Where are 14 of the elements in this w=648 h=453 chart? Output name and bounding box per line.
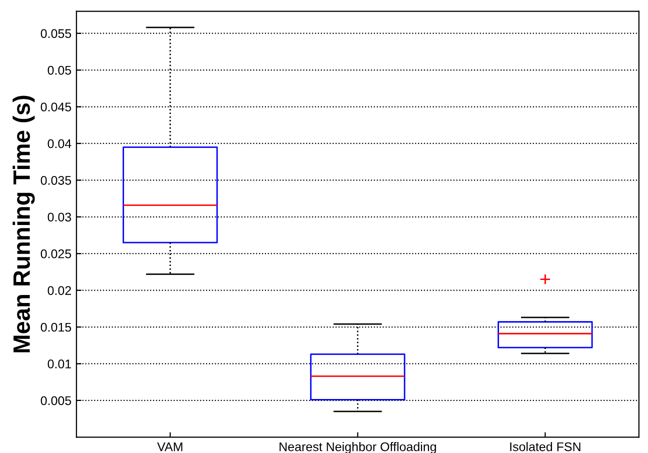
y-tick-label: 0.01 xyxy=(48,360,71,368)
y-tick-label: 0.055 xyxy=(40,29,72,38)
y-tick-label: 0.045 xyxy=(40,102,72,112)
x-tick-label: Isolated FSN xyxy=(510,442,580,452)
y-tick-label: 0.02 xyxy=(48,286,71,295)
y-tick-label: 0.05 xyxy=(48,66,72,75)
y-tick-label: 0.035 xyxy=(40,176,72,185)
y-tick-label: 0.04 xyxy=(48,139,72,148)
y-axis-title: Mean Running Time (s) xyxy=(12,96,35,352)
x-tick-label: VAM xyxy=(157,442,182,452)
y-tick-label: 0.015 xyxy=(40,322,72,332)
y-tick-label: 0.005 xyxy=(40,396,72,406)
y-tick-label: 0.03 xyxy=(48,212,72,222)
y-tick-label: 0.025 xyxy=(40,249,72,258)
